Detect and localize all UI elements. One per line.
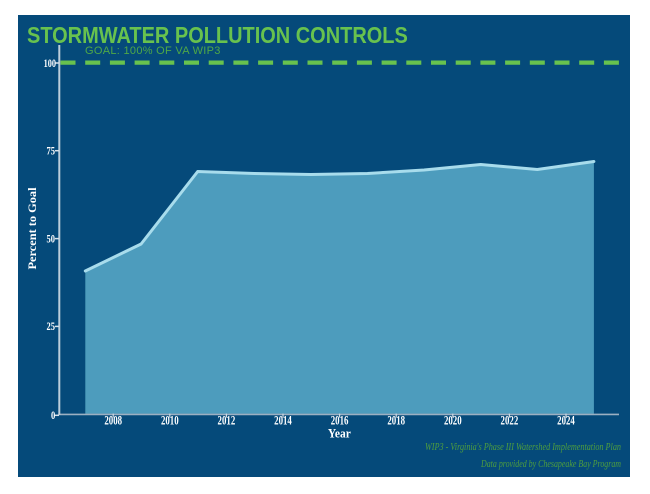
svg-text:2024: 2024 (557, 414, 575, 428)
svg-text:2012: 2012 (218, 414, 236, 428)
svg-text:Data provided by Chesapeake Ba: Data provided by Chesapeake Bay Program (480, 459, 621, 470)
svg-text:0: 0 (51, 410, 55, 422)
svg-text:25: 25 (47, 321, 55, 333)
svg-text:WIP3 - Virginia's Phase III Wa: WIP3 - Virginia's Phase III Watershed Im… (425, 442, 621, 453)
svg-text:2020: 2020 (444, 414, 462, 428)
svg-text:STORMWATER POLLUTION CONTROLS: STORMWATER POLLUTION CONTROLS (27, 22, 408, 49)
svg-text:Year: Year (328, 426, 352, 441)
svg-text:75: 75 (47, 145, 55, 157)
svg-text:GOAL: 100% OF VA WIP3: GOAL: 100% OF VA WIP3 (85, 45, 221, 57)
svg-text:Percent to Goal: Percent to Goal (25, 187, 39, 270)
svg-text:2018: 2018 (387, 414, 405, 428)
svg-text:2008: 2008 (104, 414, 122, 428)
svg-text:2014: 2014 (274, 414, 292, 428)
svg-text:2022: 2022 (501, 414, 519, 428)
svg-text:50: 50 (47, 233, 55, 245)
svg-text:100: 100 (44, 58, 56, 71)
svg-text:2016: 2016 (331, 414, 349, 428)
svg-text:2010: 2010 (161, 414, 179, 428)
